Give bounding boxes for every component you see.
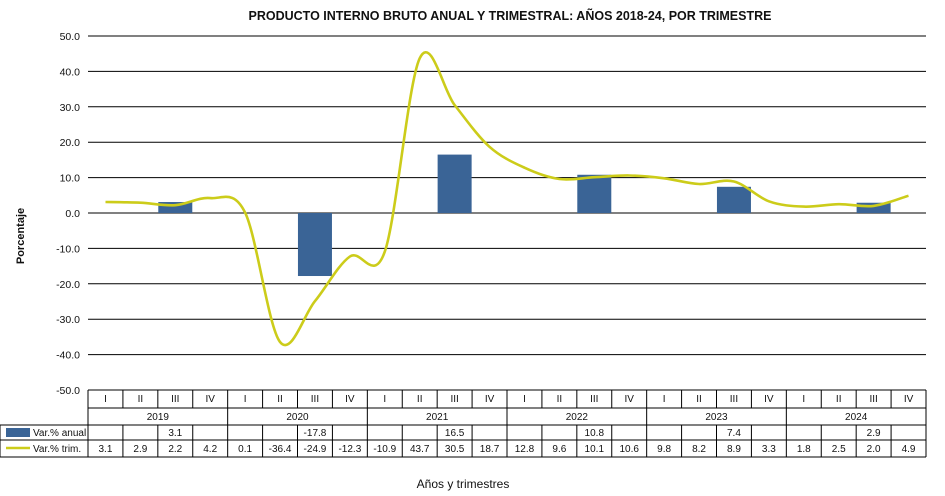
y-tick-label: 10.0 [60, 173, 81, 185]
line-value-label: 10.6 [619, 444, 639, 455]
quarter-label: III [171, 394, 179, 405]
line-value-label: 3.1 [99, 444, 113, 455]
line-value-label: 2.5 [832, 444, 846, 455]
year-label: 2024 [845, 412, 868, 423]
y-tick-label: -10.0 [56, 243, 80, 255]
line-value-label: -24.9 [304, 444, 327, 455]
line-value-label: 43.7 [410, 444, 430, 455]
line-value-label: 10.1 [585, 444, 605, 455]
data-table: I II III IV I II III IV I II III IV I II III IV I II III IV… [0, 390, 927, 458]
bar-value-label: 3.1 [168, 428, 182, 439]
y-tick-label: -50.0 [56, 385, 80, 397]
line-value-label: 4.2 [203, 444, 217, 455]
gridlines [88, 35, 926, 391]
y-tick-label: 30.0 [60, 102, 81, 114]
line-value-label: 2.0 [867, 444, 881, 455]
y-tick-labels: 50.0 40.0 30.0 20.0 10.0 0.0 -10.0 -20.0 -30.0 -4… [56, 31, 80, 397]
quarter-label: III [311, 394, 319, 405]
line-value-label: 2.9 [133, 444, 147, 455]
line-value-label: 30.5 [445, 444, 465, 455]
quarter-label: II [557, 394, 563, 405]
quarter-label: II [417, 394, 423, 405]
quarter-label: III [450, 394, 458, 405]
quarter-label: I [244, 394, 247, 405]
line-value-label: 8.9 [727, 444, 741, 455]
bar-value-label: 2.9 [867, 428, 881, 439]
line-value-label: 0.1 [238, 444, 252, 455]
quarter-label: II [277, 394, 283, 405]
bar-value-label: 7.4 [727, 428, 741, 439]
line-value-label: -10.9 [373, 444, 396, 455]
quarter-label: III [730, 394, 738, 405]
line-value-label: -12.3 [338, 444, 361, 455]
line-value-label: 9.6 [552, 444, 566, 455]
y-tick-label: -20.0 [56, 279, 80, 291]
bar-22 [856, 202, 891, 213]
line-value-label: 18.7 [480, 444, 500, 455]
bar-14 [577, 174, 612, 213]
bar-6 [297, 213, 332, 277]
line-value-label: 12.8 [515, 444, 535, 455]
y-tick-label: 50.0 [60, 31, 81, 43]
quarter-label: IV [205, 394, 215, 405]
legend-line-label: Var.% trim. [33, 444, 81, 455]
bar-series-var-anual [158, 154, 891, 277]
year-label: 2021 [426, 412, 449, 423]
quarter-label: III [869, 394, 877, 405]
year-label: 2022 [566, 412, 589, 423]
quarter-label: I [383, 394, 386, 405]
quarter-label: II [836, 394, 842, 405]
y-tick-label: 40.0 [60, 66, 81, 78]
y-tick-label: -40.0 [56, 350, 80, 362]
year-label: 2019 [147, 412, 170, 423]
trend-line [105, 50, 909, 347]
quarter-label: IV [904, 394, 914, 405]
year-label: 2020 [286, 412, 309, 423]
quarter-label: II [696, 394, 702, 405]
line-value-label: 9.8 [657, 444, 671, 455]
legend-bar-swatch [6, 428, 30, 437]
quarter-label: I [802, 394, 805, 405]
quarter-label: IV [485, 394, 495, 405]
chart-title: PRODUCTO INTERNO BRUTO ANUAL Y TRIMESTRA… [249, 8, 772, 23]
quarter-label: II [138, 394, 144, 405]
year-label: 2023 [705, 412, 728, 423]
y-tick-label: 0.0 [65, 208, 80, 220]
line-value-label: -36.4 [269, 444, 292, 455]
quarter-label: IV [764, 394, 774, 405]
quarter-label: I [523, 394, 526, 405]
line-series-var-trim [105, 50, 909, 347]
y-axis-label: Porcentaje [15, 208, 27, 264]
line-value-label: 1.8 [797, 444, 811, 455]
quarter-label: III [590, 394, 598, 405]
x-axis-label: Años y trimestres [417, 477, 510, 491]
line-value-label: 4.9 [902, 444, 916, 455]
y-tick-label: 20.0 [60, 137, 81, 149]
bar-10 [437, 154, 472, 213]
quarter-label: IV [624, 394, 634, 405]
bar-2 [158, 202, 193, 213]
line-value-label: 2.2 [168, 444, 182, 455]
legend-bar-label: Var.% anual [33, 428, 86, 439]
y-tick-label: -30.0 [56, 314, 80, 326]
bar-value-label: 16.5 [445, 428, 465, 439]
bar-value-label: -17.8 [304, 428, 327, 439]
line-value-label: 3.3 [762, 444, 776, 455]
quarter-label: I [663, 394, 666, 405]
bar-value-label: 10.8 [585, 428, 605, 439]
quarter-label: IV [345, 394, 355, 405]
line-value-label: 8.2 [692, 444, 706, 455]
quarter-label: I [104, 394, 107, 405]
bar-18 [716, 186, 751, 213]
